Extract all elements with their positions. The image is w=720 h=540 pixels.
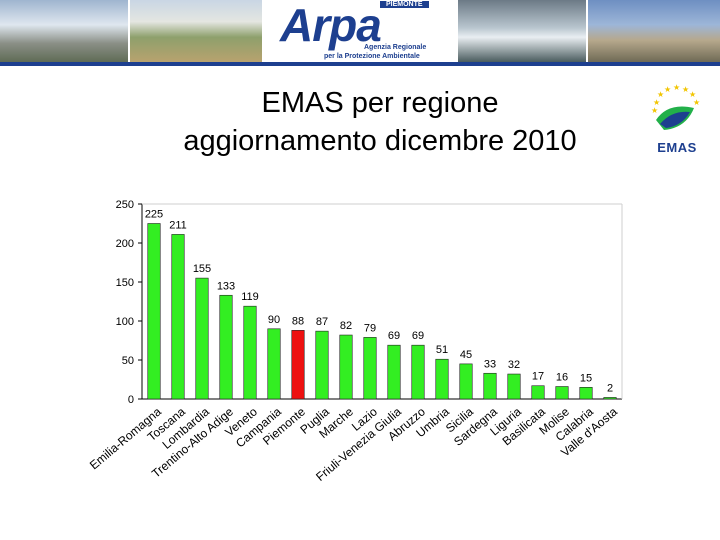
abbey-photo bbox=[588, 0, 720, 62]
bar bbox=[219, 294, 233, 400]
logo-region-tag: PIEMONTE bbox=[380, 1, 429, 8]
title-line-1: EMAS per regione bbox=[261, 87, 499, 119]
y-tick-label: 0 bbox=[128, 394, 134, 406]
waterfall-photo bbox=[458, 0, 586, 62]
data-label: 90 bbox=[268, 314, 280, 326]
bar bbox=[363, 337, 377, 400]
banner-divider bbox=[0, 62, 720, 66]
y-tick-label: 200 bbox=[116, 238, 134, 250]
bar bbox=[435, 358, 449, 400]
bar bbox=[603, 397, 617, 400]
mountain-photo bbox=[0, 0, 128, 62]
slide-title: EMAS per regione aggiornamento dicembre … bbox=[100, 84, 660, 160]
bar bbox=[483, 372, 497, 400]
bar bbox=[507, 373, 521, 400]
bar bbox=[411, 344, 425, 400]
data-label: 17 bbox=[532, 371, 544, 383]
bar bbox=[579, 386, 593, 400]
svg-text:★: ★ bbox=[682, 85, 689, 94]
logo-wordmark: Arpa bbox=[280, 0, 382, 51]
y-tick-label: 250 bbox=[116, 199, 134, 211]
emas-eu-logo-icon: ★ ★ ★ ★ ★ ★ ★ ★ EMAS bbox=[646, 80, 708, 160]
y-tick-label: 100 bbox=[116, 316, 134, 328]
data-label: 211 bbox=[169, 219, 187, 231]
data-label: 155 bbox=[193, 263, 211, 275]
data-label: 2 bbox=[607, 382, 613, 394]
bar bbox=[147, 223, 161, 400]
bar bbox=[387, 344, 401, 400]
svg-text:★: ★ bbox=[693, 98, 700, 107]
logo-subtitle-2: per la Protezione Ambientale bbox=[324, 53, 420, 60]
bar bbox=[555, 386, 569, 400]
header-banner: Arpa PIEMONTE Agenzia Regionale per la P… bbox=[0, 0, 720, 66]
svg-text:★: ★ bbox=[651, 106, 658, 115]
emas-label: EMAS bbox=[657, 140, 697, 155]
data-label: 15 bbox=[580, 372, 592, 384]
data-label: 69 bbox=[388, 330, 400, 342]
data-label: 79 bbox=[364, 322, 376, 334]
bar bbox=[195, 277, 209, 400]
y-tick-label: 150 bbox=[116, 277, 134, 289]
data-label: 82 bbox=[340, 320, 352, 332]
svg-text:★: ★ bbox=[657, 90, 664, 99]
bar bbox=[315, 330, 329, 400]
svg-text:★: ★ bbox=[664, 85, 671, 94]
data-label: 32 bbox=[508, 359, 520, 371]
title-line-2: aggiornamento dicembre 2010 bbox=[183, 125, 577, 157]
data-label: 88 bbox=[292, 315, 304, 327]
bar bbox=[531, 385, 545, 400]
data-label: 51 bbox=[436, 344, 448, 356]
data-label: 33 bbox=[484, 358, 496, 370]
data-label: 225 bbox=[145, 209, 163, 221]
svg-text:★: ★ bbox=[673, 83, 680, 92]
bar bbox=[267, 328, 281, 400]
bar bbox=[339, 334, 353, 400]
svg-text:★: ★ bbox=[653, 98, 660, 107]
data-label: 119 bbox=[241, 291, 259, 303]
y-tick-label: 50 bbox=[122, 355, 134, 367]
data-label: 87 bbox=[316, 316, 328, 328]
logo-subtitle-1: Agenzia Regionale bbox=[364, 44, 427, 51]
bar bbox=[243, 305, 257, 400]
bar bbox=[171, 234, 185, 400]
countryside-photo bbox=[130, 0, 262, 62]
data-label: 69 bbox=[412, 330, 424, 342]
bar bbox=[291, 330, 305, 400]
arpa-logo: Arpa PIEMONTE Agenzia Regionale per la P… bbox=[262, 0, 458, 62]
svg-text:★: ★ bbox=[689, 90, 696, 99]
bar bbox=[459, 363, 473, 400]
data-label: 16 bbox=[556, 372, 568, 384]
data-label: 45 bbox=[460, 349, 472, 361]
emas-emblem-icon: ★ ★★ ★★★ ★★ bbox=[651, 83, 700, 130]
data-label: 133 bbox=[217, 280, 235, 292]
